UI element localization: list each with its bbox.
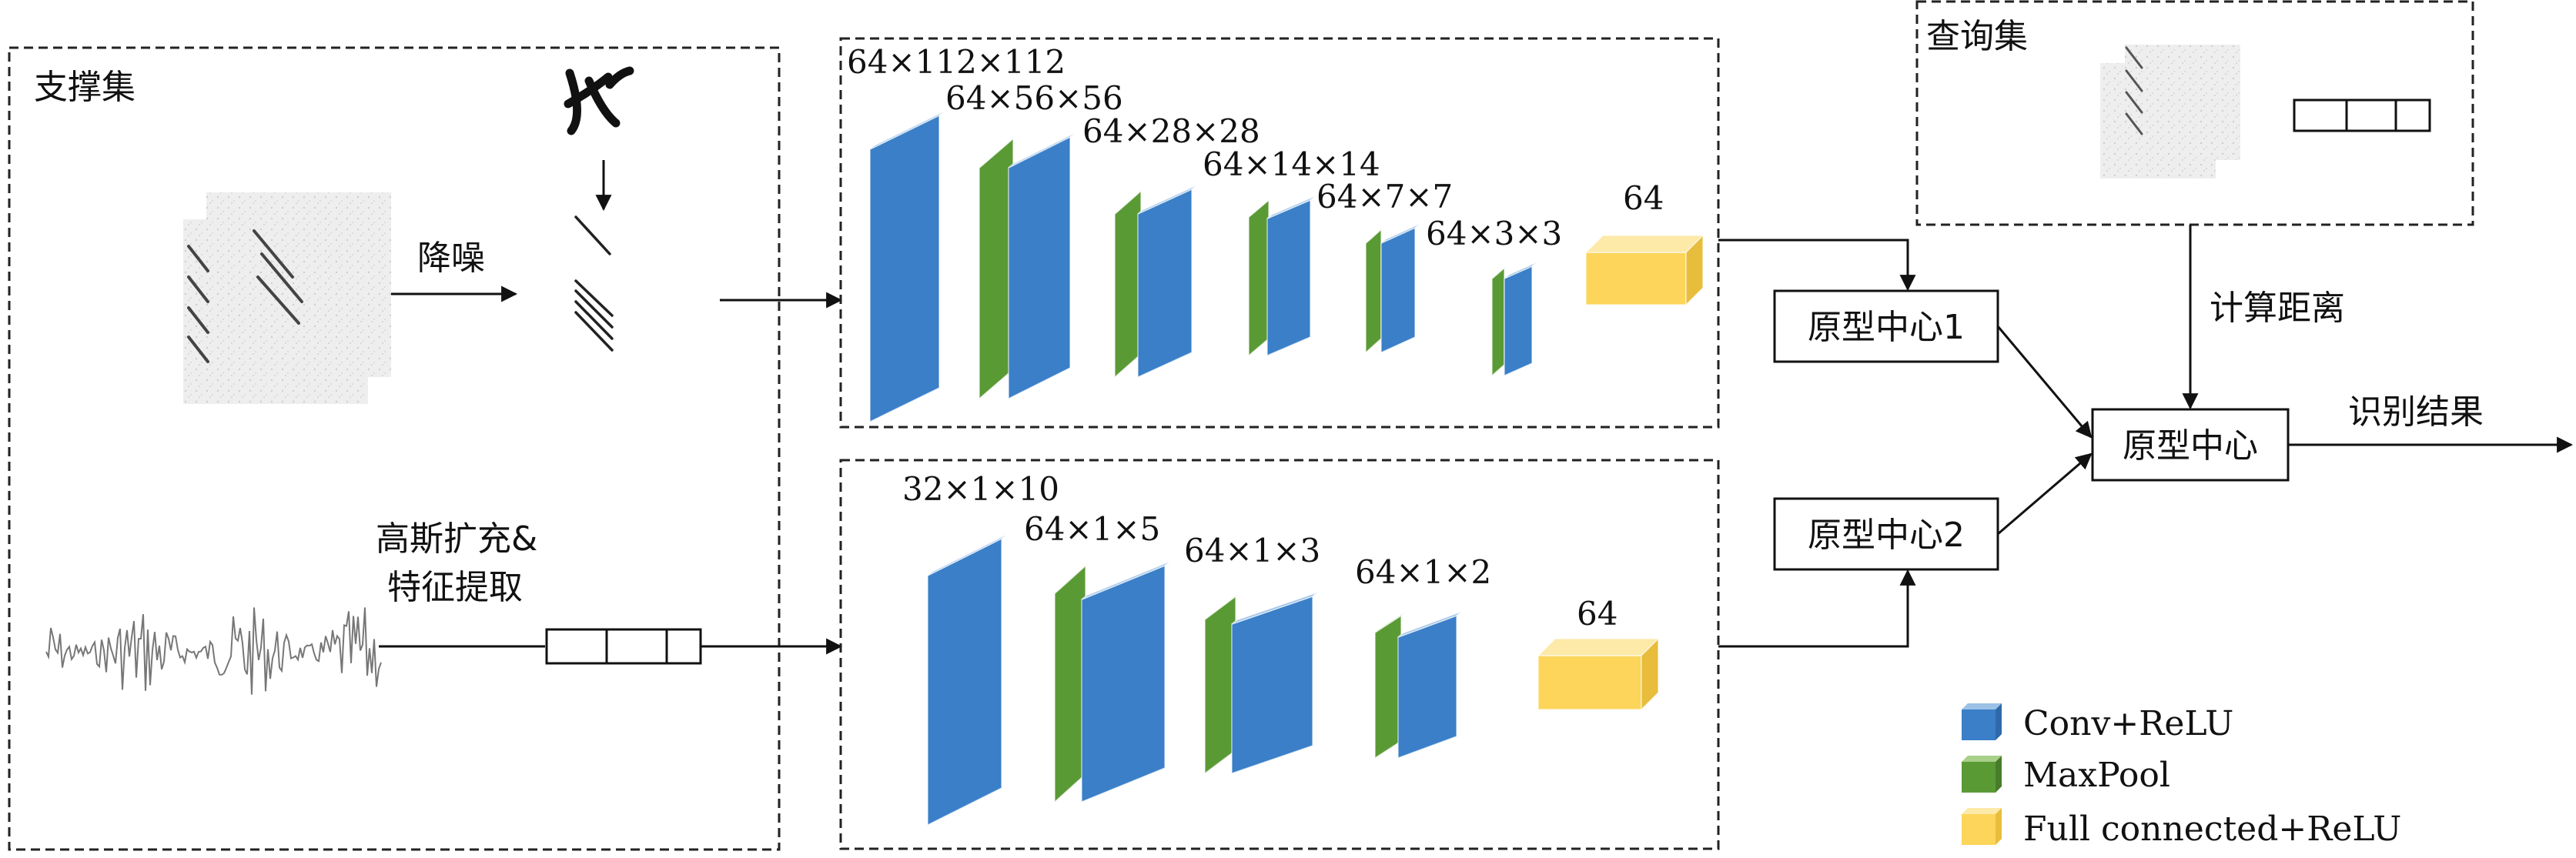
query-set-title: 查询集 xyxy=(1926,17,2028,56)
legend-conv: Conv+ReLU xyxy=(1962,703,2233,743)
net2-conv-2 xyxy=(1081,561,1170,803)
result-label: 识别结果 xyxy=(2348,392,2484,432)
network1-panel: 64×112×112 64×56×56 64×28×28 64×14×14 64… xyxy=(839,37,1720,429)
net1-fc-label: 64 xyxy=(1623,179,1664,217)
compute-distance-label: 计算距离 xyxy=(2210,289,2345,328)
net1-dim-6: 64×3×3 xyxy=(1426,215,1562,252)
net1-pool-5 xyxy=(1491,263,1510,377)
svg-text:原型中心2: 原型中心2 xyxy=(1808,516,1965,555)
denoise-label: 降噪 xyxy=(417,239,485,278)
glyph-icon xyxy=(564,66,634,135)
network2-panel: 32×1×10 64×1×5 64×1×3 64×1×2 64 xyxy=(839,459,1720,850)
prototype-center-main: 原型中心 xyxy=(2091,408,2290,482)
net1-conv-6 xyxy=(1504,262,1537,377)
denoised-streaks xyxy=(574,215,614,352)
legend: Conv+ReLU MaxPool Full connected+ReLU xyxy=(1962,703,2401,849)
feature-vector xyxy=(545,628,702,665)
net1-pool-4 xyxy=(1365,225,1387,354)
prototype-center-2: 原型中心2 xyxy=(1773,497,1999,571)
net1-dim-1: 64×112×112 xyxy=(847,43,1066,81)
net2-pool-2 xyxy=(1204,592,1241,775)
svg-text:原型中心1: 原型中心1 xyxy=(1808,308,1965,347)
signal-waveform xyxy=(45,607,382,695)
support-set-title: 支撑集 xyxy=(34,68,135,107)
query-feature-vector xyxy=(2293,98,2431,132)
net2-conv-1 xyxy=(927,534,1007,826)
svg-text:MaxPool: MaxPool xyxy=(2023,756,2170,795)
svg-text:Full connected+ReLU: Full connected+ReLU xyxy=(2023,810,2401,849)
gauss-label-line1: 高斯扩充& xyxy=(376,519,537,559)
net1-conv-5 xyxy=(1380,223,1420,354)
net2-dim-4: 64×1×2 xyxy=(1355,553,1491,591)
net1-dim-3: 64×28×28 xyxy=(1082,112,1260,150)
net2-pool-3 xyxy=(1374,611,1407,760)
net1-conv-1 xyxy=(869,111,945,423)
query-set-panel: 查询集 xyxy=(1915,0,2474,226)
net2-conv-3 xyxy=(1231,592,1318,775)
net2-dim-2: 64×1×5 xyxy=(1024,510,1160,548)
net1-conv-2 xyxy=(1008,132,1076,400)
net1-conv-3 xyxy=(1137,185,1197,379)
net1-pool-2 xyxy=(1114,186,1146,379)
net2-dim-1: 32×1×10 xyxy=(902,470,1059,508)
net1-dim-4: 64×14×14 xyxy=(1203,145,1380,183)
query-spectrogram xyxy=(2100,45,2240,179)
legend-fc: Full connected+ReLU xyxy=(1962,808,2401,849)
net2-dim-3: 64×1×3 xyxy=(1184,532,1320,569)
net1-fc xyxy=(1584,234,1705,306)
svg-text:原型中心: 原型中心 xyxy=(2123,426,2258,466)
legend-maxpool: MaxPool xyxy=(1962,756,2170,795)
prototype-center-1: 原型中心1 xyxy=(1773,289,1999,363)
net2-fc-label: 64 xyxy=(1577,595,1618,633)
net1-conv-4 xyxy=(1266,195,1316,357)
spectrogram-stack xyxy=(183,192,391,404)
gauss-label-line2: 特征提取 xyxy=(387,568,523,607)
support-set-panel: 支撑集 降噪 xyxy=(8,46,781,851)
net1-dim-2: 64×56×56 xyxy=(945,79,1123,117)
svg-text:Conv+ReLU: Conv+ReLU xyxy=(2023,704,2233,743)
net2-conv-4 xyxy=(1397,611,1462,760)
net1-dim-5: 64×7×7 xyxy=(1316,178,1453,215)
net2-fc xyxy=(1537,637,1660,711)
